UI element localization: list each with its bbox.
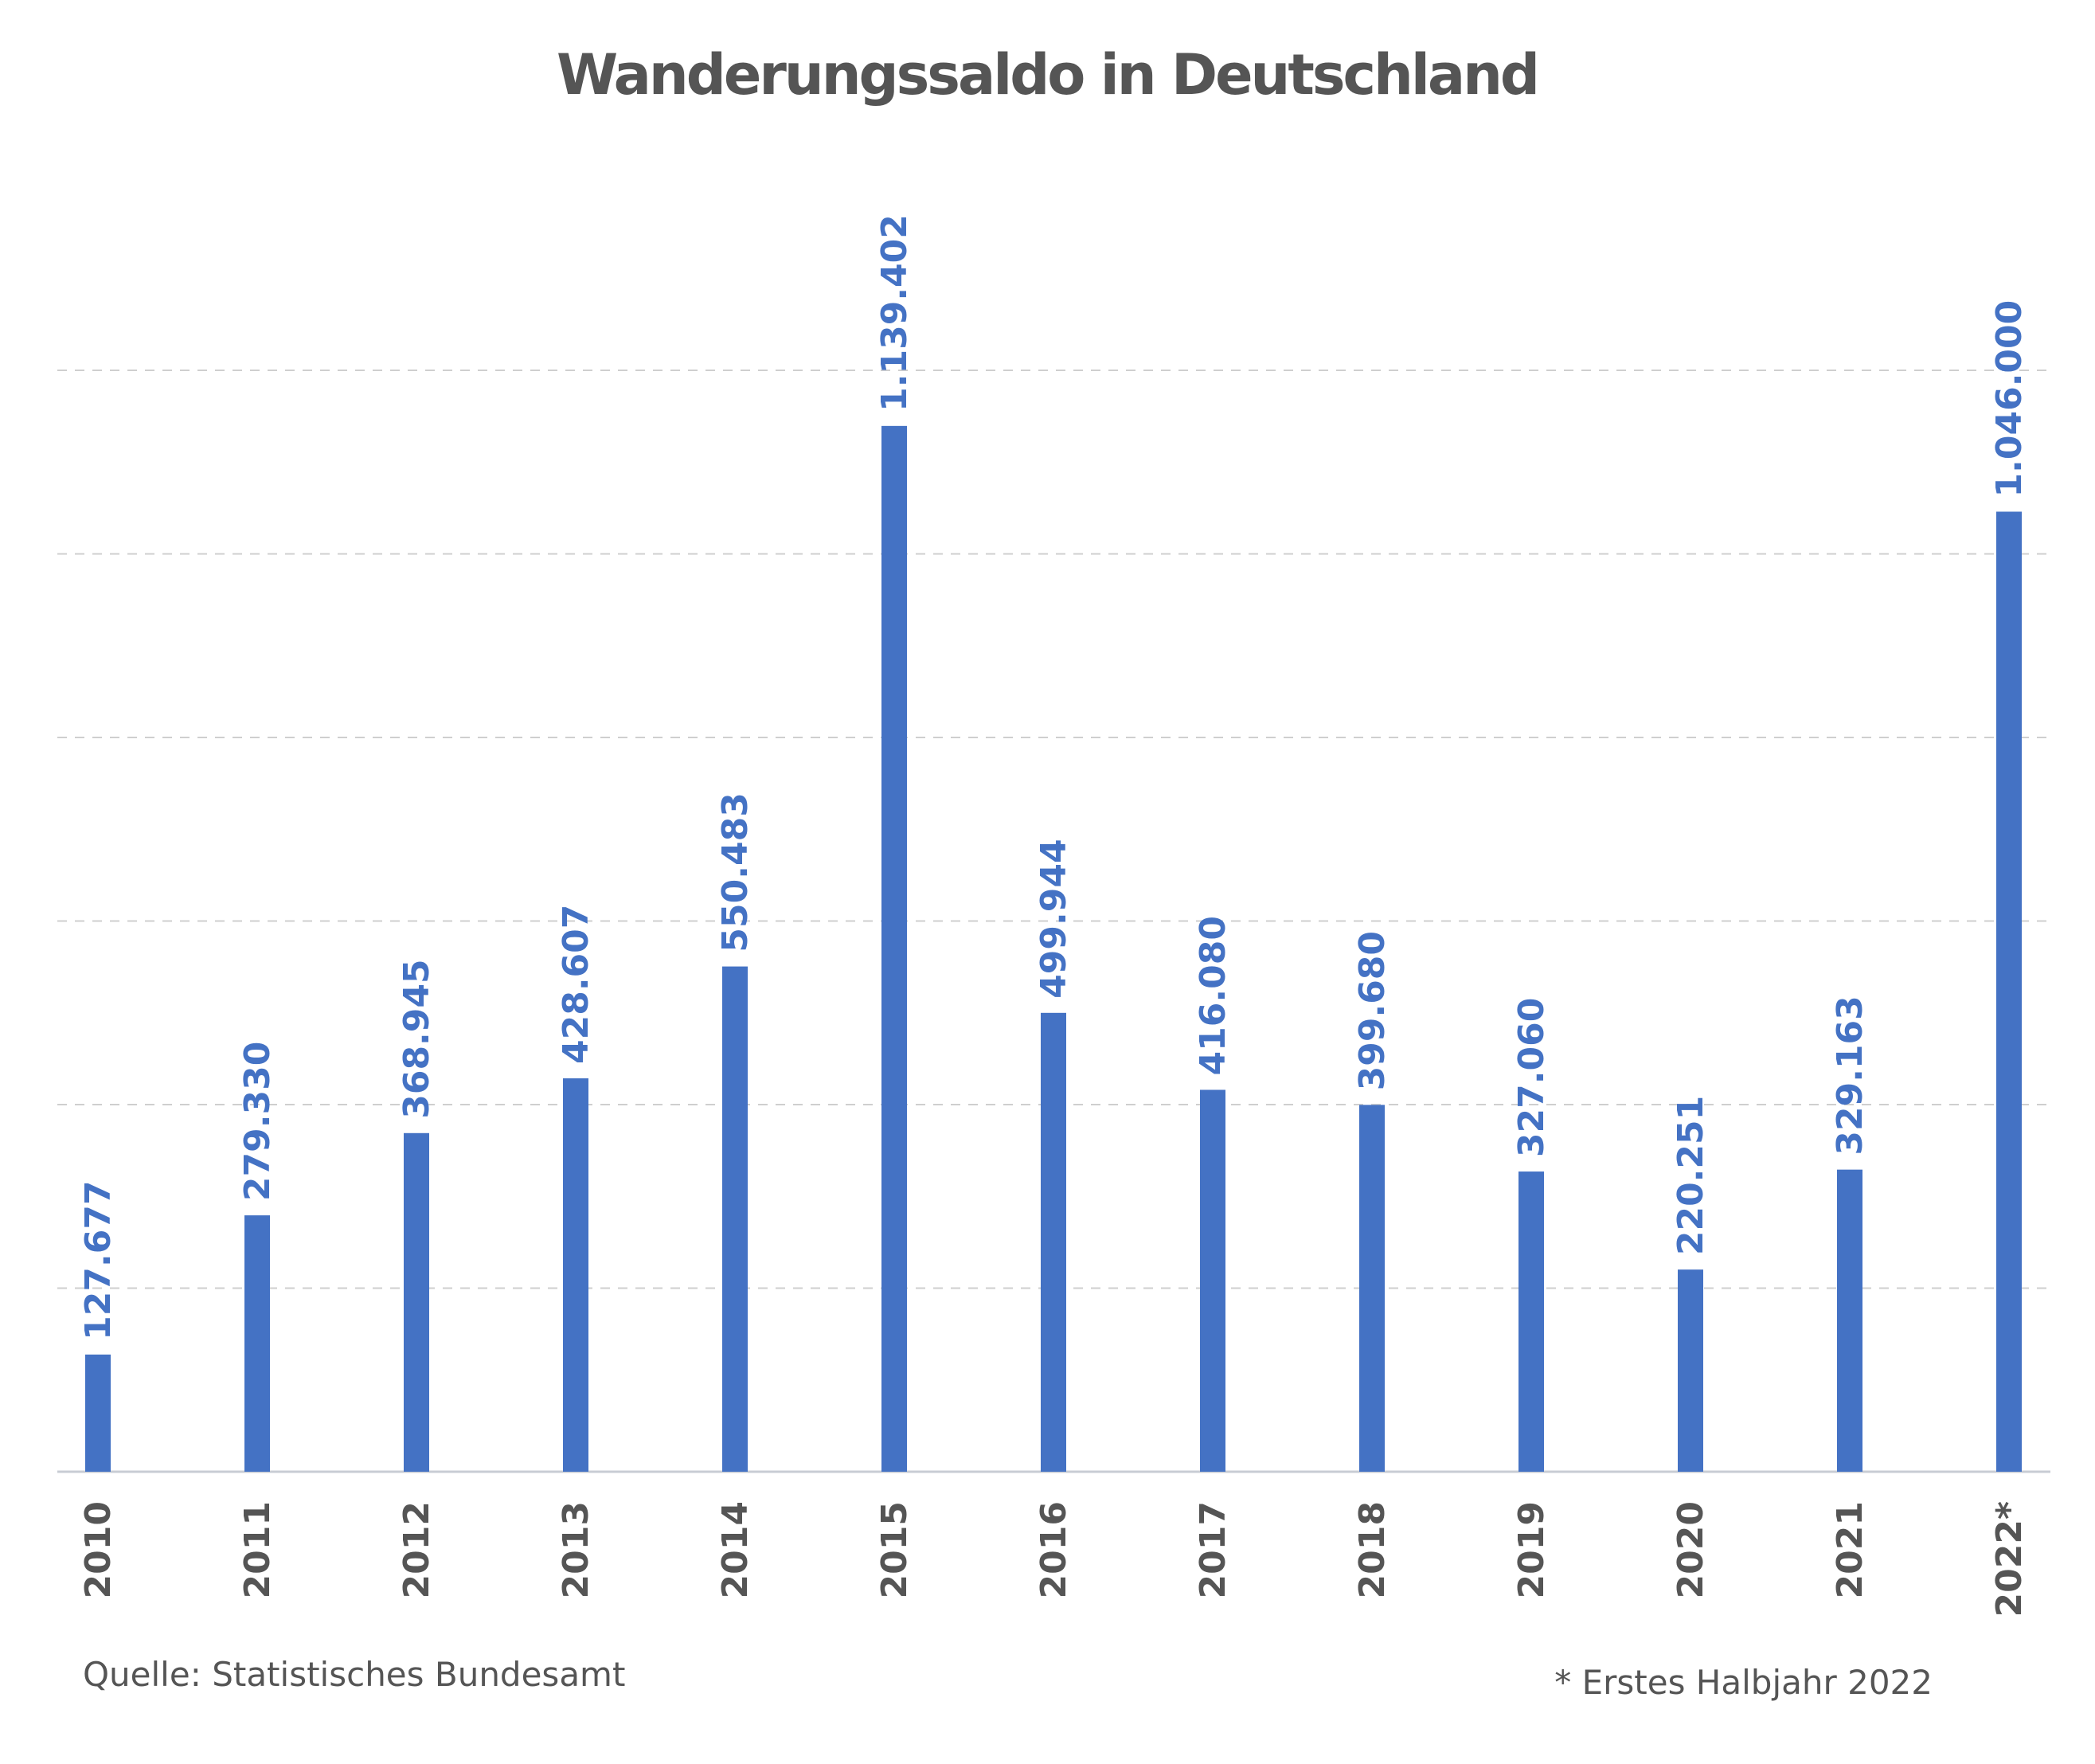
value-label-2011: 279.330 [237, 1042, 278, 1201]
bar-2017 [1200, 1089, 1225, 1472]
bar-2014 [722, 966, 748, 1472]
bar-2022 [1996, 511, 2022, 1472]
value-labels: 127.677 279.330 368.945 428.607 550.483 1.139… [78, 214, 2030, 1340]
bar-2020 [1678, 1269, 1703, 1472]
x-tick-label-2018: 2018 [1352, 1501, 1393, 1598]
bar-2021 [1837, 1169, 1862, 1472]
x-tick-label-2016: 2016 [1034, 1501, 1074, 1598]
x-tick-label-2013: 2013 [556, 1501, 596, 1598]
footnote: * Erstes Halbjahr 2022 [1554, 1663, 1933, 1702]
value-label-2010: 127.677 [78, 1180, 119, 1340]
chart-title: Wanderungssaldo in Deutschland [557, 42, 1538, 108]
value-label-2016: 499.944 [1034, 839, 1074, 998]
bar-2019 [1518, 1171, 1544, 1472]
bar-2012 [404, 1132, 429, 1472]
value-label-2018: 399.680 [1352, 931, 1393, 1090]
x-tick-label-2014: 2014 [715, 1501, 756, 1598]
value-label-2017: 416.080 [1193, 916, 1233, 1075]
x-tick-label-2022: 2022* [1989, 1501, 2030, 1617]
x-tick-label-2011: 2011 [237, 1501, 278, 1598]
x-tick-label-2010: 2010 [78, 1501, 119, 1598]
bar-2010 [85, 1354, 111, 1472]
x-tick-label-2021: 2021 [1830, 1501, 1870, 1598]
value-label-2022: 1.046.000 [1989, 300, 2030, 498]
bar-2015 [881, 425, 907, 1473]
x-tick-label-2015: 2015 [874, 1501, 915, 1598]
bar-2013 [563, 1078, 588, 1472]
x-tick-label-2017: 2017 [1193, 1501, 1233, 1598]
source-note: Quelle: Statistisches Bundesamt [83, 1655, 625, 1694]
value-label-2013: 428.607 [556, 905, 596, 1064]
value-label-2021: 329.163 [1830, 995, 1870, 1155]
bar-2016 [1041, 1012, 1066, 1472]
value-label-2014: 550.483 [715, 792, 756, 952]
x-tick-label-2019: 2019 [1511, 1501, 1552, 1598]
bars [85, 425, 2022, 1473]
value-label-2019: 327.060 [1511, 998, 1552, 1157]
x-tick-label-2020: 2020 [1671, 1501, 1711, 1598]
value-label-2020: 220.251 [1671, 1096, 1711, 1255]
x-tick-label-2012: 2012 [397, 1501, 437, 1598]
value-label-2012: 368.945 [397, 959, 437, 1118]
value-label-2015: 1.139.402 [874, 214, 915, 412]
x-tick-labels: 2010 2011 2012 2013 2014 2015 2016 2017 2018 2019… [78, 1501, 2030, 1617]
bar-2011 [244, 1215, 270, 1472]
bar-2018 [1359, 1105, 1385, 1472]
